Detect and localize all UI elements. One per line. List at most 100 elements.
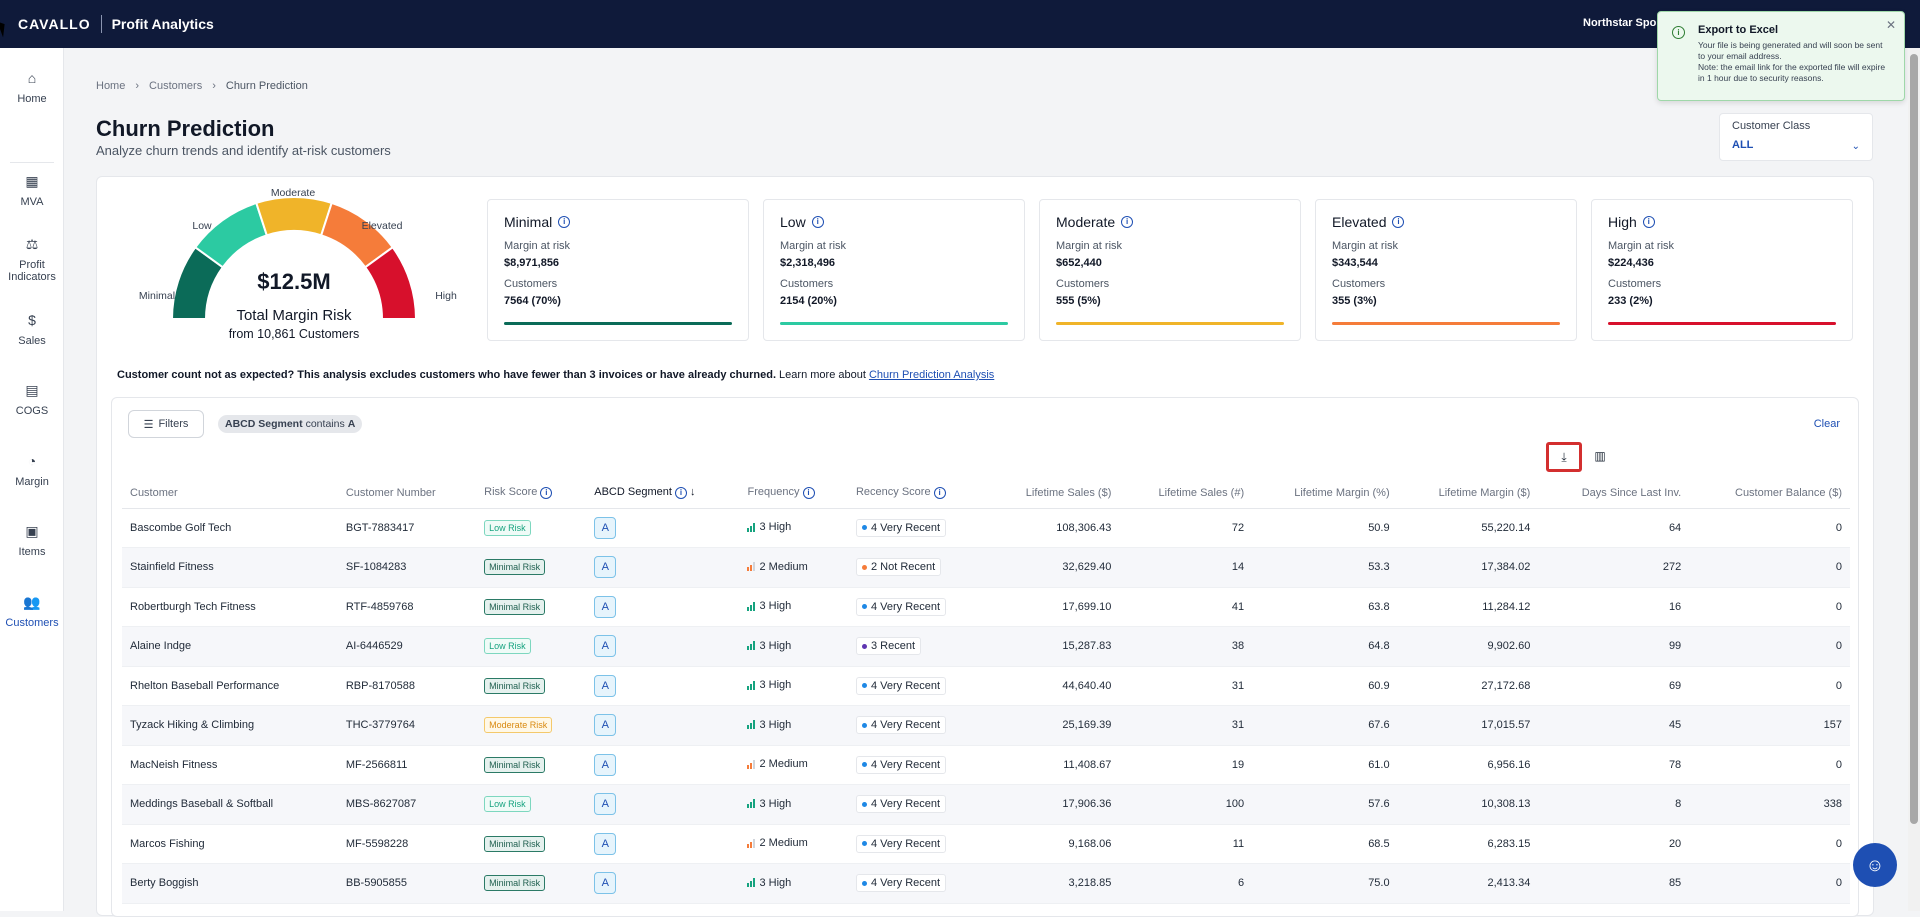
cell-customer[interactable]: MacNeish Fitness [122,745,338,785]
segment-badge: A [594,516,617,539]
table-row[interactable]: Marcos Fishing MF-5598228 Minimal Risk A… [122,824,1850,864]
info-icon[interactable]: i [1642,216,1655,228]
cell-abcd-segment: A [586,863,740,904]
cell-customer[interactable]: Tyzack Hiking & Climbing [122,705,338,746]
margin-at-risk-label: Margin at risk [1332,240,1399,252]
breadcrumb-home[interactable]: Home [96,80,126,92]
table-row[interactable]: Tyzack Hiking & Climbing THC-3779764 Mod… [122,705,1850,746]
clear-filters-link[interactable]: Clear [1813,418,1840,430]
cell-frequency: 2 Medium [739,824,848,864]
sidebar-item-mva[interactable]: ▦ MVA [0,171,64,208]
info-icon[interactable]: i [802,487,815,500]
table-row[interactable]: MacNeish Fitness MF-2566811 Minimal Risk… [122,745,1850,785]
col-customer-number[interactable]: Customer Number [337,478,477,509]
info-icon[interactable]: i [674,487,687,500]
breadcrumb-customers[interactable]: Customers [149,80,203,92]
cell-lifetime-sales-count: 19 [1119,745,1253,785]
risk-card-moderate[interactable]: Moderate i Margin at risk $652,440 Custom… [1039,199,1301,341]
filter-chip[interactable]: ABCD Segment contains A [218,415,363,433]
sidebar-item-customers[interactable]: 👥 Customers [0,586,64,629]
risk-card-elevated[interactable]: Elevated i Margin at risk $343,544 Custom… [1315,199,1577,341]
col-abcd-segment[interactable]: ABCD Segment i ↓ [586,478,740,509]
sidebar-item-margin[interactable]: ◔ Margin [0,451,64,488]
col-customer[interactable]: Customer [122,478,338,509]
recency-dot-icon [861,643,867,649]
sidebar-item-cogs[interactable]: ▤ COGS [0,380,64,417]
table-row[interactable]: Alaine Indge AI-6446529 Low Risk A 3 Hig… [122,626,1850,667]
table-row[interactable]: Bascombe Golf Tech BGT-7883417 Low Risk … [122,508,1850,548]
cell-recency-score: 4 Very Recent [847,824,987,864]
table-row[interactable]: Stainfield Fitness SF-1084283 Minimal Ri… [122,547,1850,588]
info-icon[interactable]: i [540,487,553,500]
cell-customer[interactable]: Stainfield Fitness [122,547,338,588]
col-lifetime-sales-count[interactable]: Lifetime Sales (#) [1119,478,1253,509]
sidebar-item-items[interactable]: ▣ Items [0,521,64,558]
segment-badge: A [594,832,617,855]
chat-support-button[interactable]: ☺ [1853,843,1897,887]
scrollbar-thumb[interactable] [1910,54,1918,824]
col-customer-balance[interactable]: Customer Balance ($) [1689,478,1850,509]
note-bold: Customer count not as expected? This ana… [117,369,776,381]
cell-customer[interactable]: Berty Boggish [122,863,338,904]
export-download-button[interactable]: ⤓ [1546,442,1582,472]
sidebar-item-label: Profit Indicators [8,259,56,283]
cell-lifetime-margin: 6,283.15 [1397,824,1539,864]
sort-down-icon[interactable]: ↓ [690,486,696,499]
cell-customer-balance: 338 [1689,784,1850,825]
cell-frequency: 2 Medium [739,547,848,588]
sidebar-item-profit-indicators[interactable]: ⚖ Profit Indicators [0,234,64,283]
col-lifetime-margin-dollars[interactable]: Lifetime Margin ($) [1397,478,1539,509]
table-row[interactable]: Meddings Baseball & Softball MBS-8627087… [122,784,1850,825]
table-row[interactable]: Rhelton Baseball Performance RBP-8170588… [122,666,1850,706]
filters-button[interactable]: ☰ Filters [128,410,204,438]
signal-bars-icon [747,680,756,690]
cell-customer[interactable]: Robertburgh Tech Fitness [122,587,338,627]
col-lifetime-sales-dollars[interactable]: Lifetime Sales ($) [986,478,1120,509]
recency-label: 3 Recent [870,640,916,653]
cell-risk-score: Minimal Risk [476,547,587,588]
column-settings-button[interactable]: ▥ [1590,446,1610,466]
cell-lifetime-sales: 44,640.40 [986,666,1120,706]
signal-bars-icon [747,601,756,611]
risk-card-low[interactable]: Low i Margin at risk $2,318,496 Customers… [763,199,1025,341]
cavallo-logo[interactable]: CAVALLO [18,16,91,32]
margin-at-risk-value: $652,440 [1056,257,1102,269]
table-row[interactable]: Berty Boggish BB-5905855 Minimal Risk A … [122,863,1850,904]
cell-customer[interactable]: Marcos Fishing [122,824,338,864]
info-icon[interactable]: i [1121,216,1134,228]
info-icon[interactable]: i [1392,216,1405,228]
risk-badge: Low Risk [484,519,531,536]
cell-abcd-segment: A [586,745,740,785]
risk-badge: Low Risk [484,796,531,813]
organization-name[interactable]: Northstar Spo [1583,17,1657,29]
cell-customer[interactable]: Meddings Baseball & Softball [122,784,338,825]
sidebar: ⌂ Home ▦ MVA ⚖ Profit Indicators $ Sales… [0,48,64,911]
col-days-since-last-inv[interactable]: Days Since Last Inv. [1538,478,1690,509]
cell-days-since-last-inv: 78 [1538,745,1690,785]
churn-analysis-link[interactable]: Churn Prediction Analysis [868,369,995,381]
cell-risk-score: Minimal Risk [476,666,587,706]
col-frequency[interactable]: Frequency i [739,478,848,509]
info-icon[interactable]: i [933,487,946,500]
customer-class-select[interactable]: Customer Class ALL ⌄ [1719,113,1873,161]
col-recency-score[interactable]: Recency Score i [847,478,987,509]
customers-label: Customers [504,278,558,290]
col-lifetime-margin-pct[interactable]: Lifetime Margin (%) [1252,478,1398,509]
table-row[interactable]: Robertburgh Tech Fitness RTF-4859768 Min… [122,587,1850,627]
page-scrollbar[interactable] [1908,48,1920,911]
col-risk-score[interactable]: Risk Score i [476,478,587,509]
cell-customer[interactable]: Bascombe Golf Tech [122,508,338,548]
sidebar-item-sales[interactable]: $ Sales [0,310,64,347]
cell-customer[interactable]: Alaine Indge [122,626,338,667]
info-icon[interactable]: i [811,216,824,228]
close-icon[interactable]: ✕ [1885,18,1896,32]
cell-lifetime-margin-pct: 61.0 [1252,745,1398,785]
filter-icon: ☰ [143,418,154,431]
risk-card-minimal[interactable]: Minimal i Margin at risk $8,971,856 Custo… [487,199,749,341]
risk-card-high[interactable]: High i Margin at risk $224,436 Customers … [1591,199,1853,341]
cell-customer[interactable]: Rhelton Baseball Performance [122,666,338,706]
sidebar-item-home[interactable]: ⌂ Home [0,68,64,105]
customers-label: Customers [1056,278,1110,290]
info-icon[interactable]: i [558,216,571,228]
sidebar-item-label: Margin [15,476,49,488]
